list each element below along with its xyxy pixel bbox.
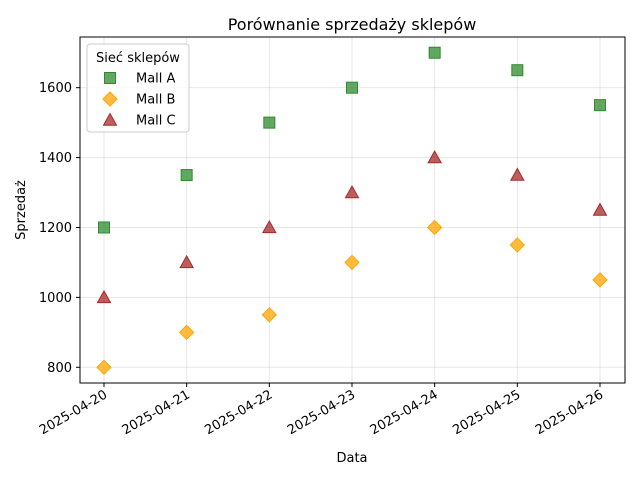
legend-label-mall-b: Mall B [136,93,175,108]
x-tick-label: 2025-04-22 [202,387,275,438]
x-tick-label: 2025-04-26 [533,387,606,438]
y-tick-label: 1600 [39,81,72,96]
x-tick-label: 2025-04-20 [37,387,110,438]
legend-box [86,43,190,133]
data-point-mall-a [263,116,276,129]
legend-marker-mall-c [102,112,118,126]
x-tick-label: 2025-04-23 [285,387,358,438]
data-point-mall-b [178,324,195,341]
data-point-mall-a [98,221,110,234]
legend-label-mall-a: Mall A [136,72,176,87]
data-point-mall-c [509,167,525,181]
data-point-mall-c [592,202,608,216]
data-point-mall-c [179,254,195,269]
y-axis-label: Sprzedaż [14,180,29,240]
x-tick-label: 2025-04-24 [368,387,441,438]
chart-title: Porównanie sprzedaży sklepów [228,15,477,34]
data-point-mall-a [180,169,193,182]
legend-title: Sieć sklepów [96,51,180,66]
legend-label-mall-c: Mall C [136,114,176,129]
y-tick-label: 1000 [39,291,72,306]
data-point-mall-b [592,272,608,288]
y-tick-label: 1200 [39,221,72,236]
data-point-mall-b [96,359,112,375]
legend: Sieć sklepów Mall A Mall B Mall C [86,43,190,133]
legend-marker-mall-b [102,91,118,107]
data-point-mall-c [261,219,277,234]
data-point-mall-b [261,307,278,323]
data-point-mall-b [344,254,360,271]
x-axis: 2025-04-20 2025-04-21 2025-04-22 2025-04-23… [37,383,606,438]
x-tick-label: 2025-04-21 [120,387,193,438]
data-point-mall-b [426,219,443,236]
data-point-mall-c [96,289,112,304]
data-point-mall-a [511,64,524,77]
data-point-mall-a [594,99,606,112]
data-point-mall-a [428,46,441,59]
data-point-mall-b [509,237,526,253]
legend-marker-mall-a [104,72,116,84]
data-point-mall-c [427,150,443,164]
x-tick-label: 2025-04-25 [450,387,523,438]
y-tick-label: 800 [47,361,72,376]
data-points [96,46,608,375]
data-point-mall-c [344,184,360,199]
data-point-mall-a [346,81,358,94]
y-tick-label: 1400 [39,151,72,166]
y-axis: 800 1000 1200 1400 1600 [39,81,80,376]
x-axis-label: Data [336,451,367,466]
